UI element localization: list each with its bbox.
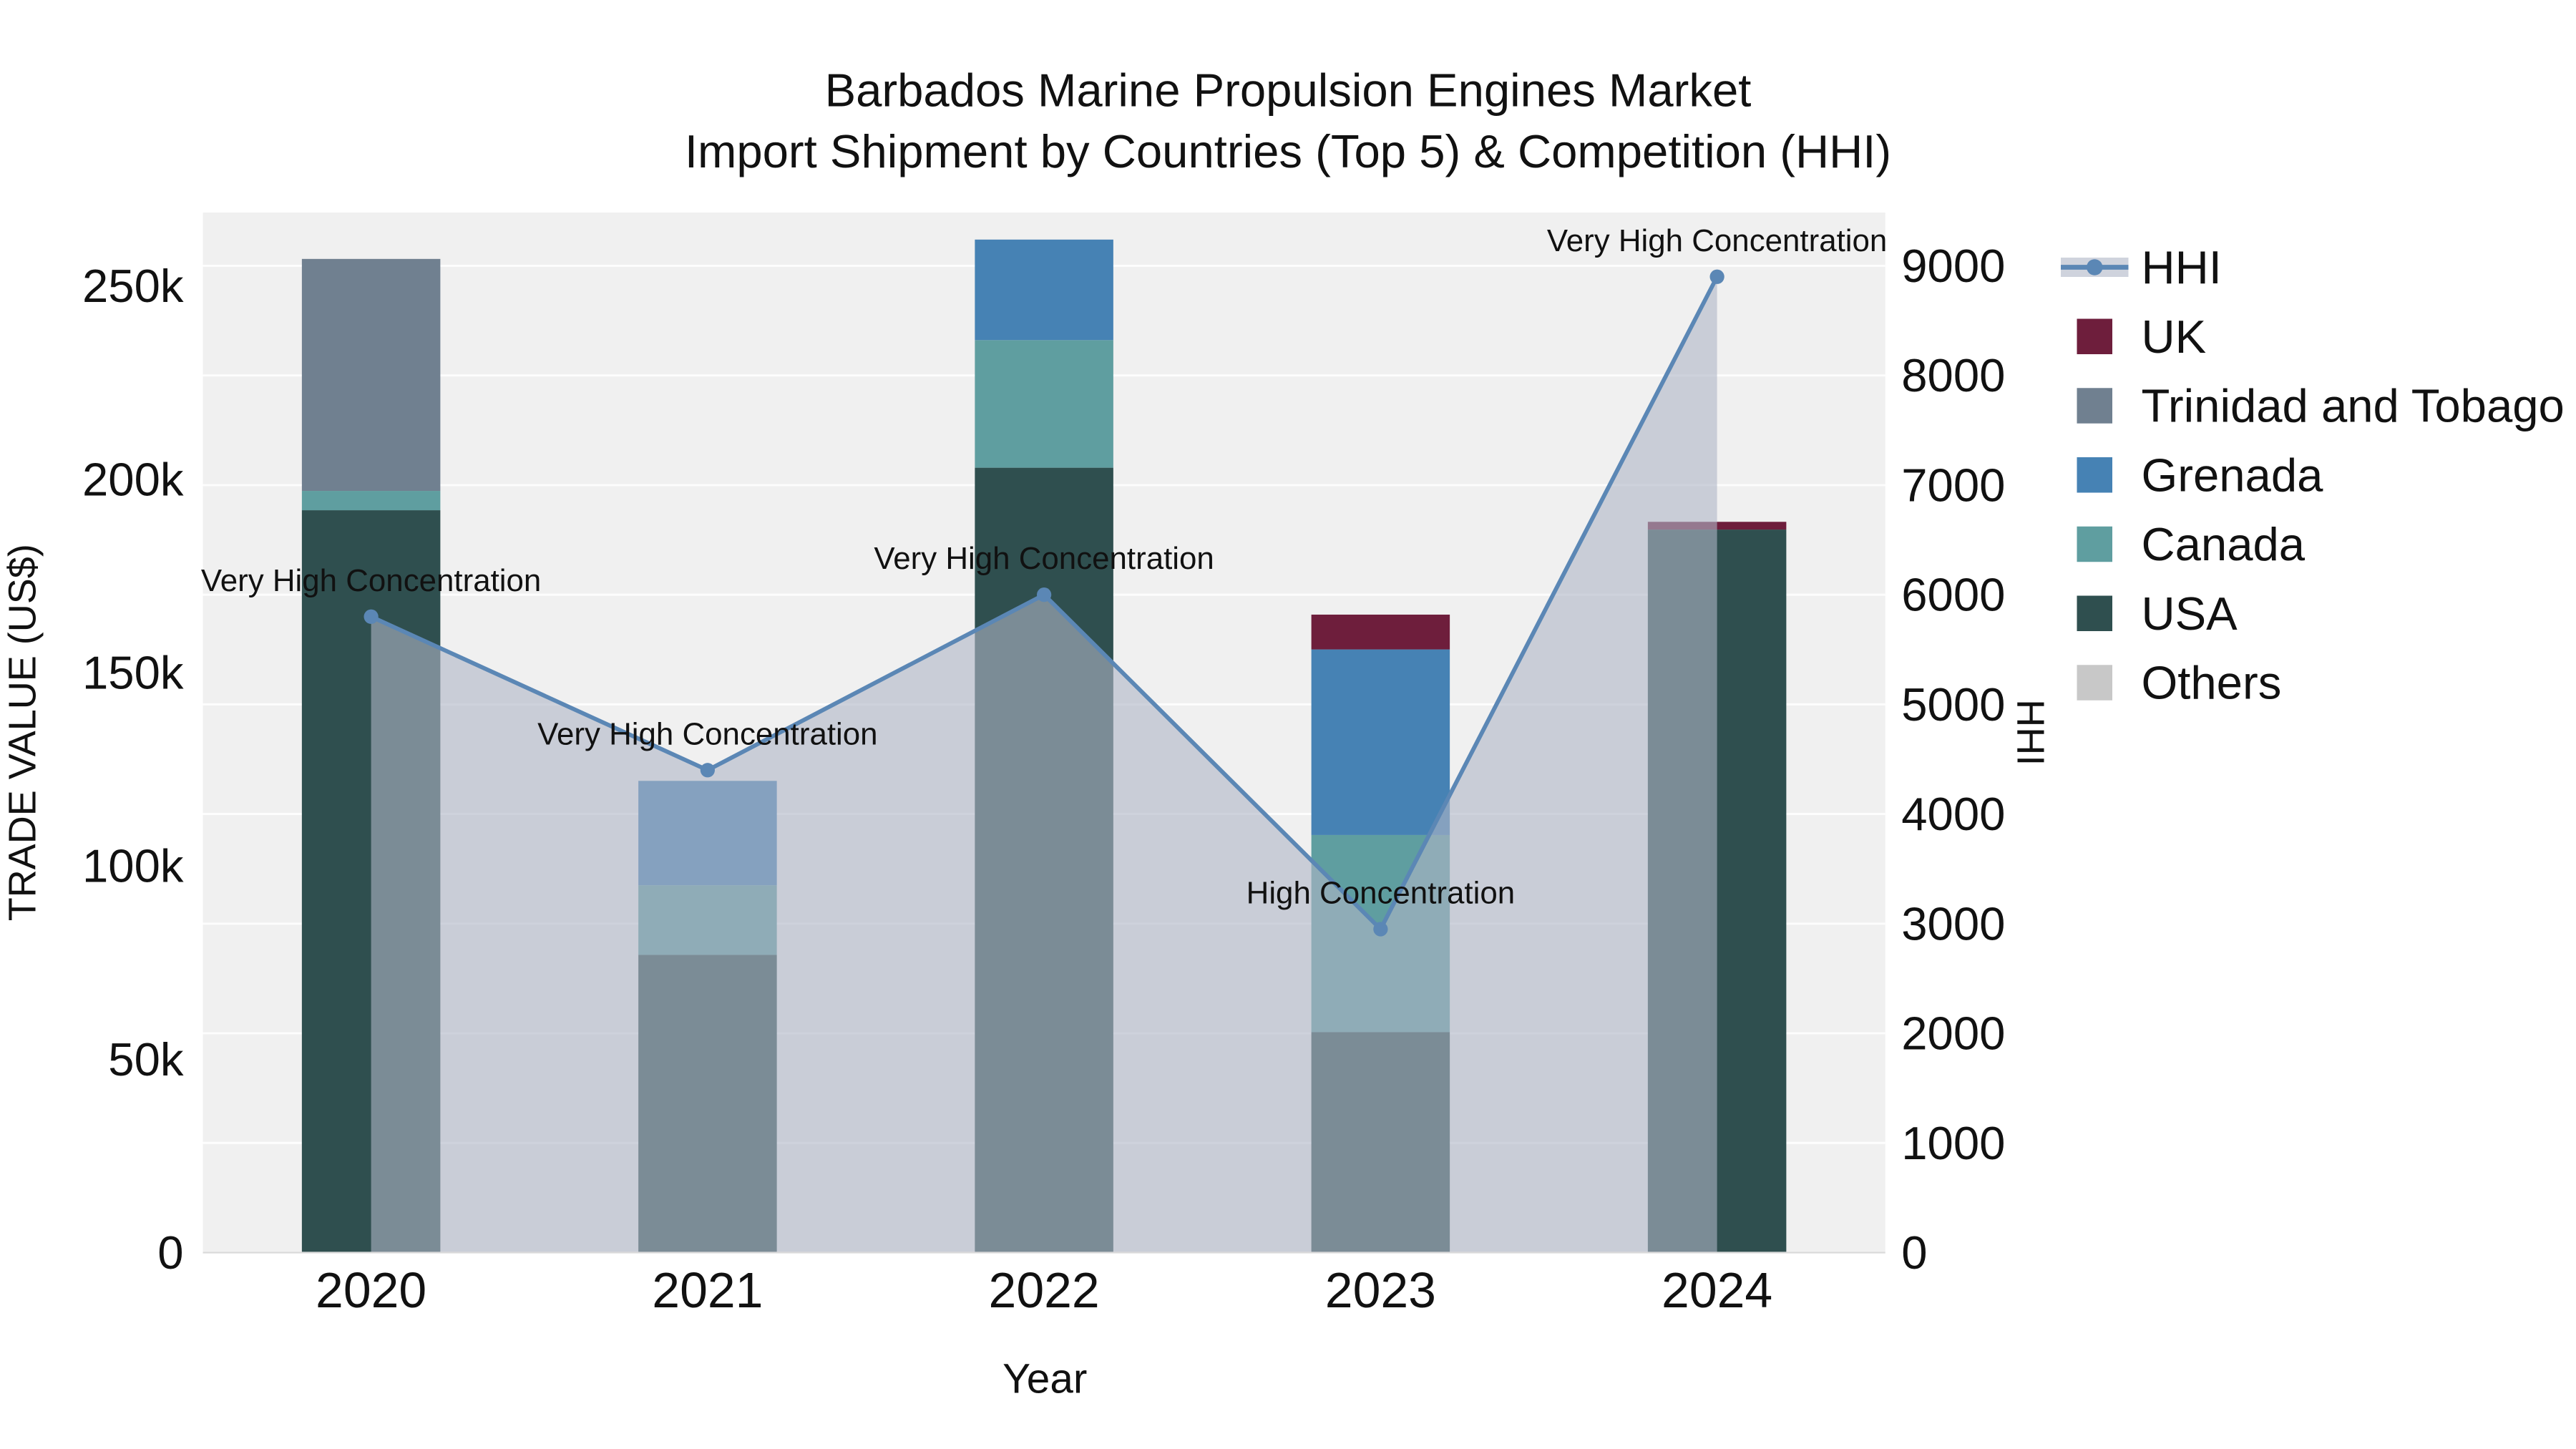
y-right-tick-label: 1000: [1901, 1117, 2005, 1169]
legend-item-trinidad-and-tobago: Trinidad and Tobago: [2077, 380, 2565, 432]
hhi-point: [1373, 922, 1388, 937]
y-right-tick-label: 8000: [1901, 349, 2005, 401]
y-right-tick-label: 5000: [1901, 678, 2005, 731]
y-axis-title-left: TRADE VALUE (US$): [1, 544, 44, 921]
y-right-tick-label: 7000: [1901, 459, 2005, 511]
bar-segment-grenada: [1311, 649, 1450, 835]
plot-layer: Very High Concentration Very High Concent…: [82, 213, 2005, 1318]
hhi-annotation: Very High Concentration: [201, 563, 541, 598]
hhi-annotation: Very High Concentration: [1547, 223, 1887, 258]
y-left-tick-label: 100k: [82, 840, 184, 892]
legend-swatch: [2077, 526, 2112, 562]
hhi-area: [371, 276, 1717, 1253]
bar-segment-trinidad-and-tobago: [301, 258, 441, 492]
legend-label: UK: [2142, 311, 2207, 363]
bar-segment-uk: [1311, 614, 1450, 650]
hhi-point: [1709, 269, 1724, 284]
legend-item-usa: USA: [2077, 587, 2238, 640]
x-axis-title: Year: [1002, 1355, 1087, 1402]
bar-segment-canada: [975, 340, 1113, 468]
y-axis-title-right: HHI: [2009, 699, 2051, 766]
legend: HHI UK Trinidad and Tobago Grenada Canada USA…: [2061, 241, 2565, 709]
legend-swatch: [2077, 457, 2112, 493]
bar-segment-canada: [301, 491, 441, 511]
legend-item-uk: UK: [2077, 311, 2207, 363]
x-tick-label: 2020: [316, 1262, 426, 1318]
y-right-tick-label: 4000: [1901, 788, 2005, 840]
hhi-point: [700, 763, 715, 778]
hhi-annotation: High Concentration: [1246, 875, 1515, 910]
x-tick-label: 2021: [652, 1262, 763, 1318]
y-left-tick-label: 200k: [82, 453, 184, 505]
legend-swatch: [2077, 318, 2112, 354]
hhi-point: [1037, 587, 1052, 602]
y-right-tick-label: 6000: [1901, 569, 2005, 621]
legend-swatch: [2077, 665, 2112, 701]
x-tick-label: 2024: [1662, 1262, 1772, 1318]
legend-swatch: [2077, 388, 2112, 424]
legend-label: Trinidad and Tobago: [2142, 380, 2565, 432]
y-right-tick-label: 2000: [1901, 1008, 2005, 1060]
legend-label: HHI: [2142, 241, 2222, 293]
legend-swatch: [2077, 595, 2112, 631]
legend-item-hhi: HHI: [2061, 241, 2222, 293]
x-tick-label: 2023: [1325, 1262, 1436, 1318]
y-left-tick-label: 150k: [82, 646, 184, 698]
y-right-tick-label: 0: [1901, 1226, 1927, 1279]
hhi-annotation: Very High Concentration: [874, 541, 1214, 576]
y-left-tick-label: 50k: [108, 1033, 184, 1085]
legend-label: Grenada: [2142, 449, 2324, 501]
legend-label: Others: [2142, 657, 2282, 709]
legend-item-others: Others: [2077, 657, 2282, 709]
legend-label: USA: [2142, 587, 2238, 640]
chart-subtitle: Import Shipment by Countries (Top 5) & C…: [685, 125, 1891, 177]
y-right-tick-label: 3000: [1901, 897, 2005, 950]
hhi-annotation: Very High Concentration: [537, 716, 877, 751]
x-tick-label: 2022: [989, 1262, 1100, 1318]
legend-item-canada: Canada: [2077, 518, 2306, 570]
chart-title: Barbados Marine Propulsion Engines Marke…: [825, 64, 1752, 117]
hhi-point: [364, 609, 379, 624]
legend-label: Canada: [2142, 518, 2306, 570]
legend-hhi-marker: [2087, 259, 2103, 275]
y-left-tick-label: 0: [157, 1226, 183, 1279]
y-right-tick-label: 9000: [1901, 240, 2005, 292]
legend-item-grenada: Grenada: [2077, 449, 2324, 501]
bar-segment-grenada: [975, 239, 1113, 341]
y-left-tick-label: 250k: [82, 260, 184, 312]
